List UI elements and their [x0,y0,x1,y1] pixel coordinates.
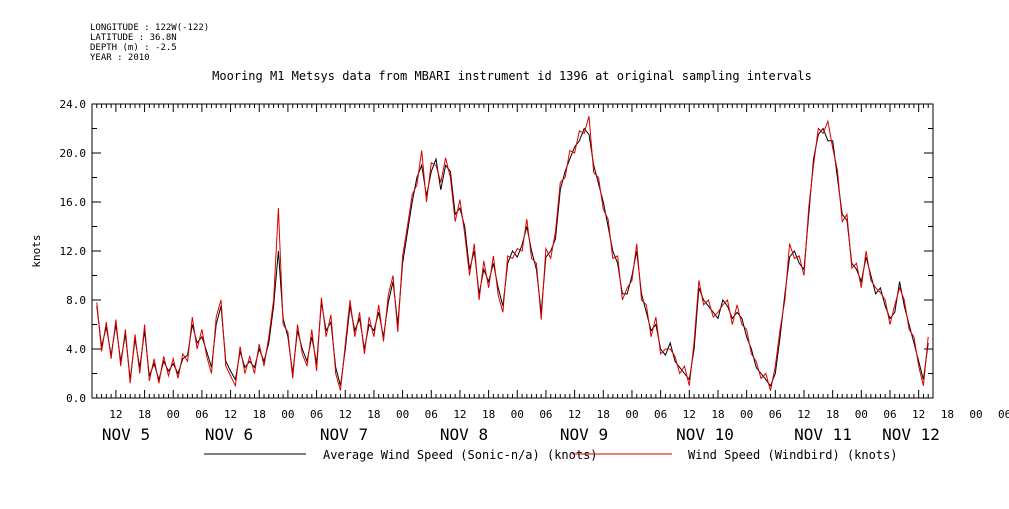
legend-label-windbird: Wind Speed (Windbird) (knots) [688,448,898,462]
x-tick-label: 12 [339,408,352,421]
x-tick-label: 00 [167,408,180,421]
legend-label-sonic: Average Wind Speed (Sonic-n/a) (knots) [323,448,598,462]
day-label: NOV 7 [320,425,368,444]
x-tick-label: 00 [281,408,294,421]
x-tick-label: 00 [969,408,982,421]
x-tick-label: 12 [109,408,122,421]
x-tick-label: 18 [253,408,266,421]
y-tick-label: 8.0 [66,294,86,307]
day-label: NOV 10 [676,425,734,444]
x-tick-label: 18 [138,408,151,421]
x-tick-label: 12 [912,408,925,421]
x-tick-label: 12 [797,408,810,421]
legend: Average Wind Speed (Sonic-n/a) (knots) W… [204,448,898,462]
x-tick-label: 18 [826,408,839,421]
x-tick-label: 18 [367,408,380,421]
x-tick-label: 12 [683,408,696,421]
x-tick-label: 06 [425,408,438,421]
y-tick-label: 24.0 [60,98,87,111]
x-tick-label: 18 [597,408,610,421]
x-axis: 12 18 00 06 12 18 00 06 12 18 00 06 12 18 00 06 12 18 00 06… [91,104,1009,444]
y-axis: 0.0 4.0 8.0 12.0 16.0 20.0 24.0 [60,98,933,405]
day-label: NOV 9 [560,425,608,444]
y-tick-label: 4.0 [66,343,86,356]
x-tick-label: 00 [396,408,409,421]
meta-depth: DEPTH (m) : -2.5 [90,43,177,53]
x-tick-label: 06 [883,408,896,421]
metadata-block: LONGITUDE : 122W(-122) LATITUDE : 36.8N … [90,23,209,63]
x-tick-label: 06 [769,408,782,421]
day-label: NOV 12 [882,425,940,444]
x-tick-label: 06 [195,408,208,421]
x-tick-label: 06 [310,408,323,421]
y-tick-label: 0.0 [66,392,86,405]
day-label: NOV 8 [440,425,488,444]
x-tick-label: 00 [511,408,524,421]
day-label: NOV 5 [102,425,150,444]
y-axis-label: knots [30,234,43,267]
y-tick-label: 16.0 [60,196,87,209]
x-tick-label: 18 [482,408,495,421]
x-tick-label: 12 [568,408,581,421]
y-tick-label: 20.0 [60,147,87,160]
series-line-sonic [96,127,929,387]
chart-title: Mooring M1 Metsys data from MBARI instru… [212,69,812,83]
x-tick-label: 00 [625,408,638,421]
meta-latitude: LATITUDE : 36.8N [90,33,177,43]
x-tick-label: 12 [224,408,237,421]
series-line-windbird [96,116,929,391]
day-label: NOV 6 [205,425,253,444]
y-tick-label: 12.0 [60,245,87,258]
day-label: NOV 11 [794,425,852,444]
series-layer [96,116,929,391]
meta-year: YEAR : 2010 [90,53,150,63]
x-tick-label: 06 [539,408,552,421]
meta-longitude: LONGITUDE : 122W(-122) [90,23,209,33]
x-tick-label: 06 [998,408,1009,421]
x-tick-label: 00 [855,408,868,421]
x-tick-label: 00 [740,408,753,421]
x-tick-label: 06 [654,408,667,421]
x-tick-label: 18 [711,408,724,421]
x-tick-label: 18 [941,408,954,421]
x-tick-label: 12 [453,408,466,421]
